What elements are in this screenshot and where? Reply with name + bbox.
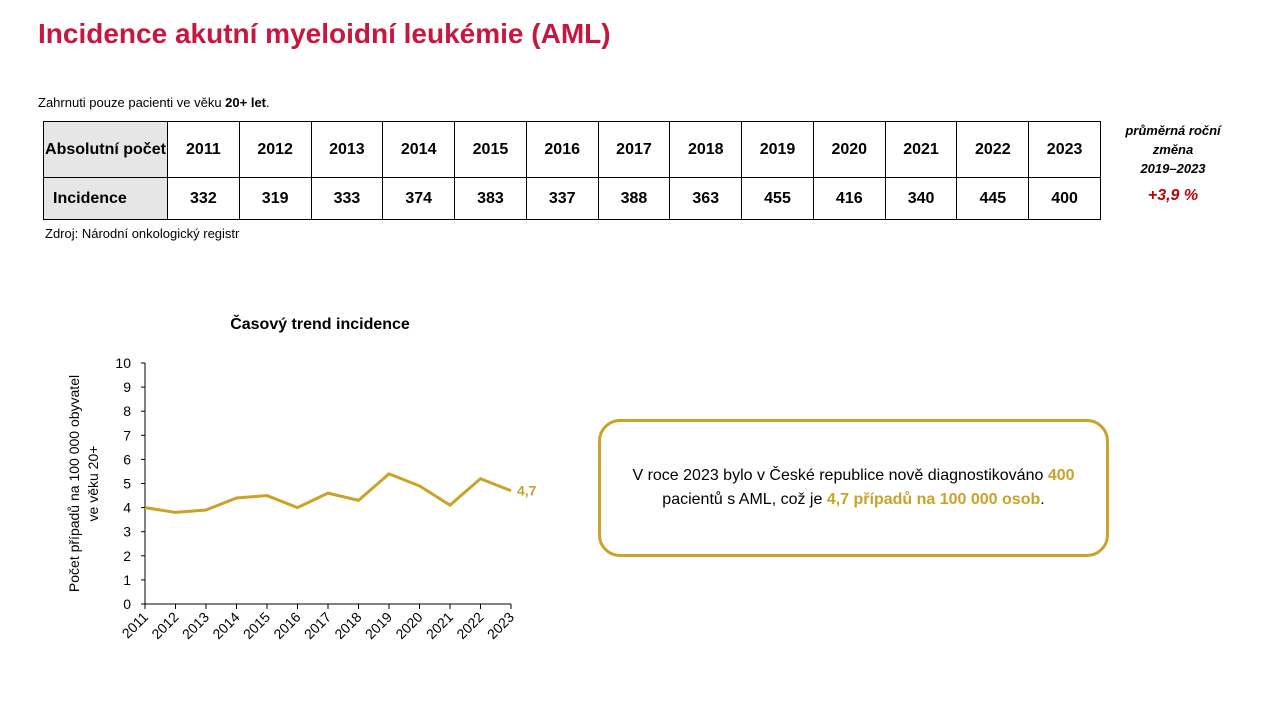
data-label: 4,7 (517, 483, 537, 499)
header-row: Absolutní počet 2011 2012 2013 2014 2015 2016 2… (43, 121, 1101, 178)
header-cell: 2017 (597, 121, 671, 178)
cell: 332 (167, 177, 240, 220)
cell: 374 (382, 177, 456, 220)
y-tick-label: 9 (123, 379, 131, 395)
callout-part: . (1040, 491, 1045, 508)
x-tick-label: 2012 (148, 609, 181, 642)
cell: Incidence (43, 177, 168, 220)
y-tick-label: 1 (123, 572, 131, 588)
x-tick-label: 2019 (362, 609, 395, 642)
chart-title: Časový trend incidence (230, 314, 410, 333)
header-cell: 2019 (741, 121, 814, 178)
cell: 455 (741, 177, 814, 220)
callout-emphasis: 400 (1047, 467, 1075, 484)
header-cell: 2021 (884, 121, 958, 178)
change-label-line: průměrná roční (1125, 123, 1221, 138)
cell: 416 (812, 177, 886, 220)
note: Zahrnuti pouze pacienti ve věku 20+ let. (38, 95, 270, 110)
x-tick-label: 2020 (392, 609, 425, 642)
header-cell: 2011 (167, 121, 240, 178)
header-cell: Absolutní počet (43, 121, 168, 178)
slide-title: Incidence akutní myeloidní leukémie (AML… (38, 18, 611, 49)
y-axis-label: Počet případů na 100 000 obyvatel (66, 375, 82, 592)
x-tick-label: 2023 (484, 609, 517, 642)
x-tick-label: 2011 (119, 609, 152, 642)
cell: 340 (884, 177, 958, 220)
y-tick-label: 0 (123, 596, 131, 612)
header-cell: 2012 (238, 121, 312, 178)
y-tick-label: 8 (123, 403, 131, 419)
header-cell: 2013 (310, 121, 384, 178)
change-label: průměrná roční změna 2019–2023 (1110, 121, 1236, 178)
y-tick-label: 10 (115, 355, 131, 371)
y-tick-label: 6 (123, 451, 131, 467)
x-tick-label: 2017 (301, 609, 334, 642)
cell: 383 (454, 177, 527, 220)
cell: 363 (669, 177, 743, 220)
source: Zdroj: Národní onkologický registr (45, 226, 240, 241)
cell: 445 (956, 177, 1030, 220)
note-end: . (266, 95, 270, 110)
callout-text: V roce 2023 bylo v České republice nově … (631, 464, 1076, 512)
y-tick-label: 3 (123, 524, 131, 540)
y-tick-label: 4 (123, 500, 131, 516)
callout-emphasis: 4,7 případů na 100 000 osob (826, 491, 1041, 508)
x-tick-label: 2014 (209, 609, 242, 642)
note-bold: 20+ let (225, 95, 267, 110)
x-tick-label: 2021 (423, 609, 456, 642)
callout-part: pacientů s AML, což je (662, 491, 827, 508)
cell: 337 (525, 177, 599, 220)
header-cell: 2015 (454, 121, 527, 178)
x-tick-label: 2018 (331, 609, 364, 642)
change-label-line: změna (1152, 142, 1194, 157)
y-tick-label: 5 (123, 476, 131, 492)
data-table: Absolutní počet 2011 2012 2013 2014 2015 2016 2… (43, 121, 1101, 220)
change-label-line: 2019–2023 (1140, 161, 1206, 176)
callout: V roce 2023 bylo v České republice nově … (598, 419, 1109, 557)
cell: 319 (238, 177, 312, 220)
header-cell: 2020 (812, 121, 886, 178)
header-cell: 2018 (669, 121, 743, 178)
y-axis-label: ve věku 20+ (85, 446, 101, 522)
x-tick-label: 2016 (270, 609, 303, 642)
data-row: Incidence 332 319 333 374 383 337 388 363 455 416 3… (43, 177, 1101, 220)
x-tick-label: 2015 (240, 609, 273, 642)
note-text: Zahrnuti pouze pacienti ve věku (38, 95, 226, 110)
y-tick-label: 7 (123, 427, 131, 443)
header-cell: 2023 (1028, 121, 1101, 178)
x-tick-label: 2013 (179, 609, 212, 642)
x-tick-label: 2022 (453, 609, 486, 642)
y-tick-label: 2 (123, 548, 131, 564)
header-cell: 2014 (382, 121, 456, 178)
header-cell: 2022 (956, 121, 1030, 178)
cell: 400 (1028, 177, 1101, 220)
header-cell: 2016 (525, 121, 599, 178)
callout-part: V roce 2023 bylo v České republice nově … (632, 467, 1048, 484)
chart: Časový trend incidence 0 1 2 3 4 5 6 7 8 9 10 Počet… (66, 314, 537, 642)
cell: 333 (310, 177, 384, 220)
change-value: +3,9 % (1147, 187, 1199, 204)
cell: 388 (597, 177, 671, 220)
trend-line (144, 472, 512, 514)
